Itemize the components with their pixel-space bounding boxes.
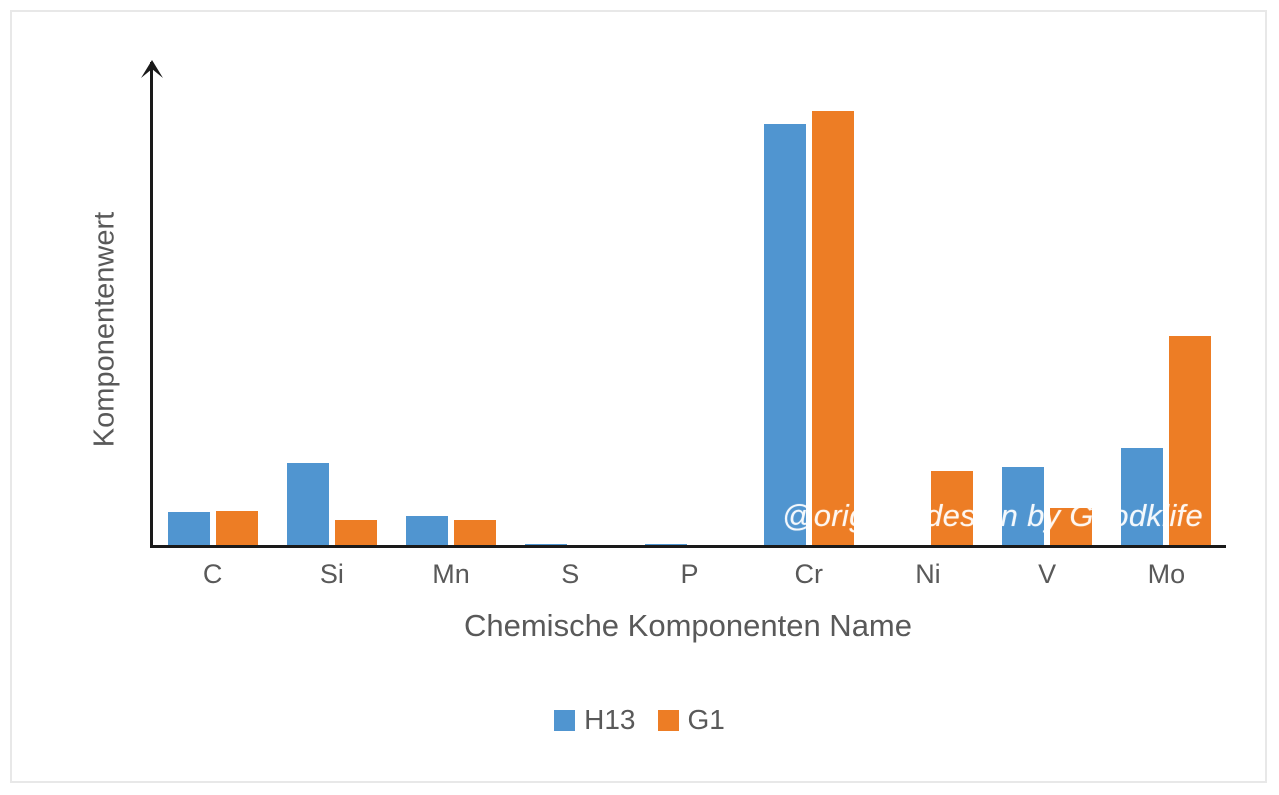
bar-c-g1 <box>215 510 258 545</box>
legend-label-h13: H13 <box>584 704 636 735</box>
bar-si-g1 <box>334 520 377 545</box>
bar-mn-h13 <box>406 516 449 545</box>
bar-v-h13 <box>1002 467 1045 545</box>
x-tick-label-c: C <box>202 559 223 589</box>
x-axis-line <box>150 545 1226 548</box>
bar-cr-h13 <box>763 123 806 545</box>
bar-s-h13 <box>525 544 568 545</box>
x-tick-label-p: P <box>680 559 699 589</box>
legend-swatch-h13 <box>554 709 576 731</box>
y-axis-line <box>150 62 153 548</box>
legend-label-g1: G1 <box>687 704 725 735</box>
x-tick-label-ni: Ni <box>915 559 941 589</box>
x-tick-label-mn: Mn <box>432 559 470 589</box>
x-tick-label-cr: Cr <box>794 559 823 589</box>
bar-mo-g1 <box>1169 336 1212 545</box>
x-tick-label-s: S <box>561 559 580 589</box>
bar-ni-g1 <box>930 471 973 545</box>
bar-si-h13 <box>286 463 329 545</box>
chart-legend: H13 G1 <box>0 706 1279 734</box>
bar-mo-h13 <box>1121 448 1164 545</box>
x-axis-title: Chemische Komponenten Name <box>463 608 913 643</box>
x-tick-label-v: V <box>1038 559 1057 589</box>
bar-v-g1 <box>1050 508 1093 545</box>
y-axis-title: Komponentenwert <box>88 211 121 448</box>
bar-p-h13 <box>644 544 687 545</box>
x-tick-label-mo: Mo <box>1147 559 1186 589</box>
y-axis-arrow-icon <box>141 60 163 78</box>
legend-item-h13[interactable]: H13 <box>554 704 636 735</box>
bar-c-h13 <box>167 512 210 545</box>
x-tick-label-si: Si <box>319 559 344 589</box>
legend-swatch-g1 <box>657 709 679 731</box>
legend-item-g1[interactable]: G1 <box>657 704 725 735</box>
bar-cr-g1 <box>811 111 854 545</box>
bar-mn-g1 <box>454 520 497 545</box>
